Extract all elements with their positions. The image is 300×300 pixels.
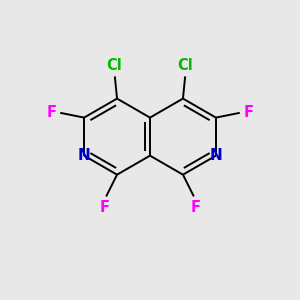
Text: F: F xyxy=(100,200,110,215)
Text: N: N xyxy=(209,148,222,163)
Text: F: F xyxy=(243,105,253,120)
Text: F: F xyxy=(47,105,57,120)
Text: Cl: Cl xyxy=(106,58,122,73)
Text: F: F xyxy=(190,200,200,215)
Text: N: N xyxy=(78,148,91,163)
Text: Cl: Cl xyxy=(178,58,194,73)
